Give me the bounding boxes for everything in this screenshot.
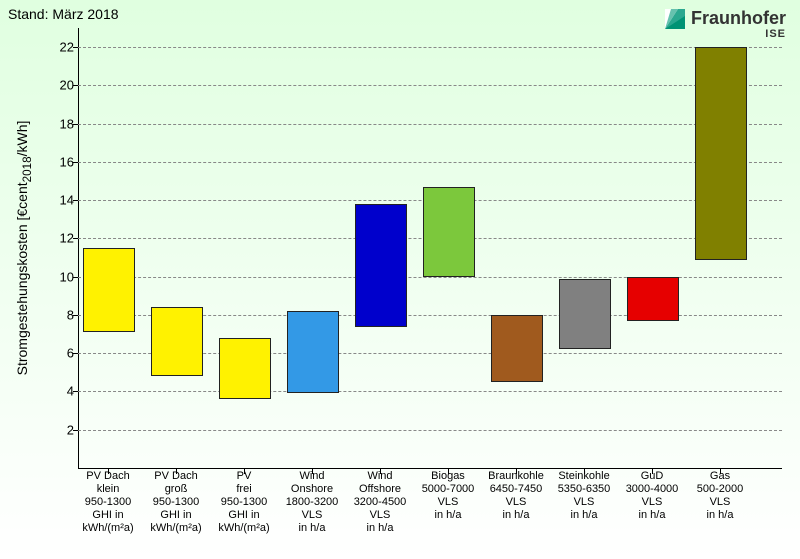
bar-biogas (423, 187, 475, 277)
bar-gas (695, 47, 747, 259)
bar-wind-onshore (287, 311, 339, 393)
bar-pv-frei (219, 338, 271, 399)
fraunhofer-icon (665, 9, 685, 29)
y-tick-mark (73, 47, 78, 48)
chart-root: Stand: März 2018 Fraunhofer ISE Stromges… (0, 0, 800, 559)
y-axis-line (78, 28, 79, 468)
y-tick-mark (73, 238, 78, 239)
x-label-gud: GuD3000-4000VLSin h/a (617, 470, 687, 522)
bar-braunkohle (491, 315, 543, 382)
y-tick-label: 10 (50, 269, 74, 284)
x-label-braunkohle: Braunkohle6450-7450VLSin h/a (481, 470, 551, 522)
y-tick-label: 18 (50, 116, 74, 131)
stand-label: Stand: März 2018 (8, 6, 119, 22)
y-tick-mark (73, 162, 78, 163)
y-tick-label: 20 (50, 78, 74, 93)
bar-pv-dach-klein (83, 248, 135, 332)
y-tick-mark (73, 391, 78, 392)
y-tick-label: 2 (50, 422, 74, 437)
x-label-biogas: Biogas5000-7000VLSin h/a (413, 470, 483, 522)
y-tick-mark (73, 200, 78, 201)
y-tick-label: 16 (50, 154, 74, 169)
y-tick-label: 12 (50, 231, 74, 246)
gridline (78, 162, 782, 163)
bar-steinkohle (559, 279, 611, 350)
x-label-wind-offshore: WindOffshore3200-4500VLSin h/a (345, 470, 415, 535)
gridline (78, 47, 782, 48)
x-label-pv-dach-klein: PV Dachklein950-1300GHI inkWh/(m²a) (73, 470, 143, 535)
gridline (78, 85, 782, 86)
y-tick-mark (73, 430, 78, 431)
x-label-pv-frei: PVfrei950-1300GHI inkWh/(m²a) (209, 470, 279, 535)
plot-area: 246810121416182022 (78, 28, 782, 469)
bar-gud (627, 277, 679, 321)
y-tick-label: 6 (50, 346, 74, 361)
y-axis-label: Stromgestehungskosten [€cent2018/kWh] (14, 121, 34, 376)
x-label-gas: Gas500-2000VLSin h/a (685, 470, 755, 522)
y-tick-label: 4 (50, 384, 74, 399)
gridline (78, 391, 782, 392)
y-tick-label: 22 (50, 40, 74, 55)
y-tick-mark (73, 277, 78, 278)
y-tick-mark (73, 85, 78, 86)
y-tick-mark (73, 124, 78, 125)
y-tick-mark (73, 353, 78, 354)
bar-pv-dach-gross (151, 307, 203, 376)
x-label-wind-onshore: WindOnshore1800-3200VLSin h/a (277, 470, 347, 535)
y-tick-label: 8 (50, 307, 74, 322)
x-label-pv-dach-gross: PV Dachgroß950-1300GHI inkWh/(m²a) (141, 470, 211, 535)
gridline (78, 124, 782, 125)
y-tick-label: 14 (50, 193, 74, 208)
logo-text: Fraunhofer (691, 8, 786, 29)
bar-wind-offshore (355, 204, 407, 327)
y-tick-mark (73, 315, 78, 316)
x-label-steinkohle: Steinkohle5350-6350VLSin h/a (549, 470, 619, 522)
gridline (78, 430, 782, 431)
